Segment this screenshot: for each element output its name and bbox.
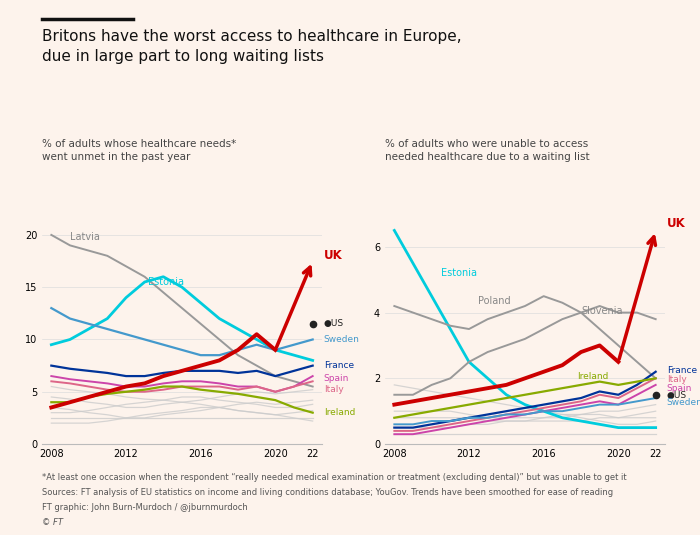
Text: Slovenia: Slovenia [581,306,622,316]
Text: ●US: ●US [324,319,344,328]
Text: % of adults whose healthcare needs*
went unmet in the past year: % of adults whose healthcare needs* went… [42,139,237,162]
Text: Latvia: Latvia [70,232,100,242]
Text: UK: UK [324,249,342,262]
Text: Poland: Poland [478,296,511,306]
Text: FT graphic: John Burn-Murdoch / @jburnmurdoch: FT graphic: John Burn-Murdoch / @jburnmu… [42,503,248,513]
Text: Spain: Spain [667,384,692,393]
Text: Estonia: Estonia [441,268,477,278]
Text: Italy: Italy [324,385,344,394]
Text: UK: UK [667,217,685,231]
Text: Sweden: Sweden [324,335,360,344]
Text: Estonia: Estonia [148,277,184,287]
Text: France: France [667,365,697,374]
Text: © FT: © FT [42,518,63,528]
Text: France: France [324,361,354,370]
Text: Britons have the worst access to healthcare in Europe,
due in large part to long: Britons have the worst access to healthc… [42,29,461,64]
Text: Italy: Italy [667,376,687,385]
Text: ●US: ●US [667,391,687,400]
Text: Ireland: Ireland [324,408,355,417]
Text: Sources: FT analysis of EU statistics on income and living conditions database; : Sources: FT analysis of EU statistics on… [42,488,613,498]
Text: *At least one occasion when the respondent “really needed medical examination or: *At least one occasion when the responde… [42,473,626,483]
Text: % of adults who were unable to access
needed healthcare due to a waiting list: % of adults who were unable to access ne… [385,139,589,162]
Text: Ireland: Ireland [578,372,608,381]
Text: Spain: Spain [324,373,349,383]
Text: Sweden: Sweden [667,399,700,408]
